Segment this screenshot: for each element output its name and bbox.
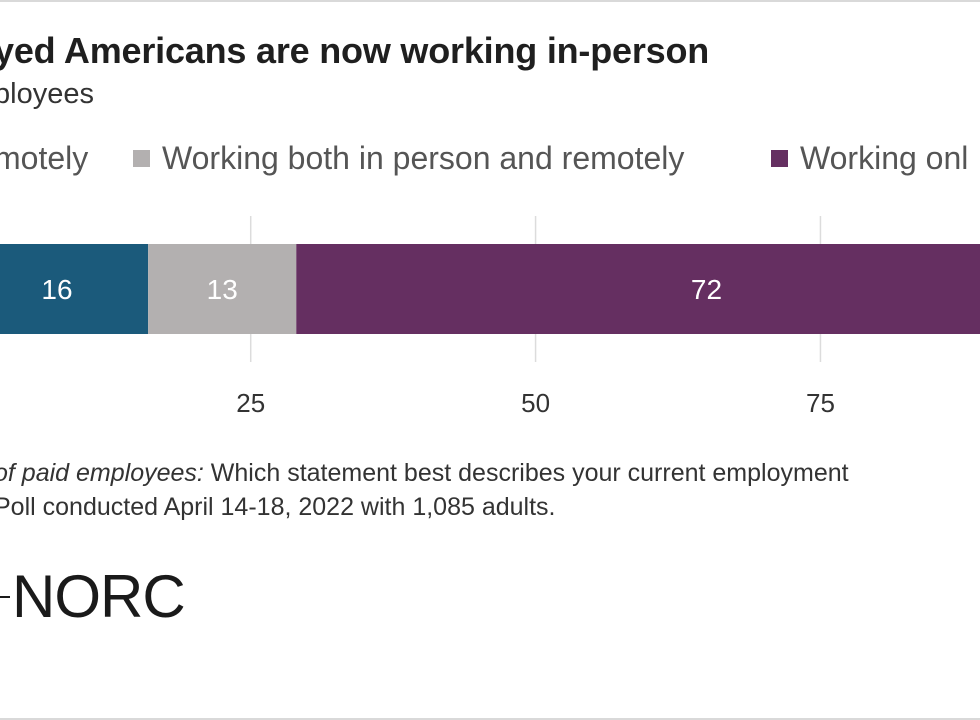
legend-label: motely [0, 140, 89, 176]
legend-label: Working onl [800, 140, 969, 176]
data-label-2: 72 [691, 274, 722, 305]
x-tick-label: 50 [521, 388, 550, 418]
x-tick-label: 25 [236, 388, 265, 418]
legend-label: Working both in person and remotely [162, 140, 685, 176]
legend-swatch [133, 149, 150, 167]
x-tick-label: 75 [806, 388, 835, 418]
legend-swatch [771, 149, 788, 167]
logo-rule [0, 596, 10, 598]
footnote-question: Which statement best describes your curr… [203, 459, 849, 487]
logo-text: NORC [12, 563, 186, 630]
footnote-line-2: Poll conducted April 14-18, 2022 with 1,… [0, 493, 556, 521]
stacked-bar-chart: 25 50 75 16 13 72 [0, 216, 980, 418]
data-label-1: 13 [207, 274, 238, 305]
footnote-question-label: of paid employees: [0, 459, 204, 487]
chart-subtitle: ployees [0, 78, 94, 110]
data-label-0: 16 [41, 274, 72, 305]
legend-item-remote: motely [0, 138, 88, 178]
norc-logo: NORC [0, 562, 186, 632]
footnote-line-1: of paid employees: Which statement best … [0, 456, 849, 490]
chart-title: yed Americans are now working in-person [0, 30, 710, 71]
bar-segment-1 [148, 244, 297, 334]
footnote: of paid employees: Which statement best … [0, 456, 849, 524]
legend-item-both: Working both in person and remotely [133, 138, 684, 178]
legend-item-in-person: Working onl [771, 138, 968, 178]
bar-segment-0 [0, 244, 149, 334]
legend: motely Working both in person and remote… [0, 138, 980, 178]
bar-segment-2 [296, 244, 980, 334]
